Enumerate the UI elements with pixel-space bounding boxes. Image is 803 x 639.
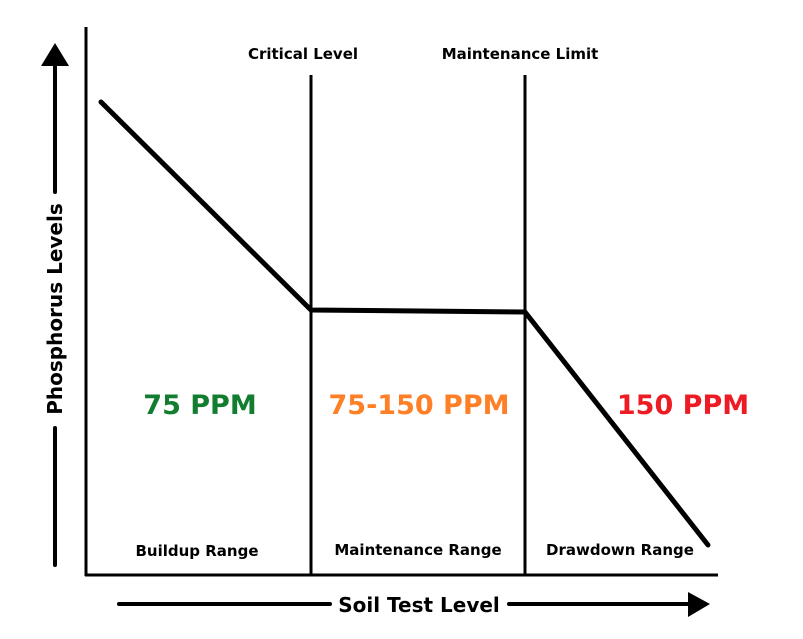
drawdown-ppm-value: 150 PPM xyxy=(617,390,749,421)
x-axis-label: Soil Test Level xyxy=(338,593,500,617)
y-axis-arrow-icon xyxy=(41,43,69,567)
phosphorus-curve xyxy=(98,99,711,548)
maintenance-range-label: Maintenance Range xyxy=(334,541,501,559)
drawdown-range-label: Drawdown Range xyxy=(546,541,694,559)
maintenance-ppm-value: 75-150 PPM xyxy=(329,390,510,421)
critical-level-label: Critical Level xyxy=(248,45,358,63)
x-axis-arrow-icon xyxy=(117,592,710,617)
maintenance-limit-label: Maintenance Limit xyxy=(442,45,599,63)
y-axis-label: Phosphorus Levels xyxy=(43,203,67,414)
buildup-range-label: Buildup Range xyxy=(135,542,258,560)
buildup-ppm-value: 75 PPM xyxy=(143,390,256,421)
